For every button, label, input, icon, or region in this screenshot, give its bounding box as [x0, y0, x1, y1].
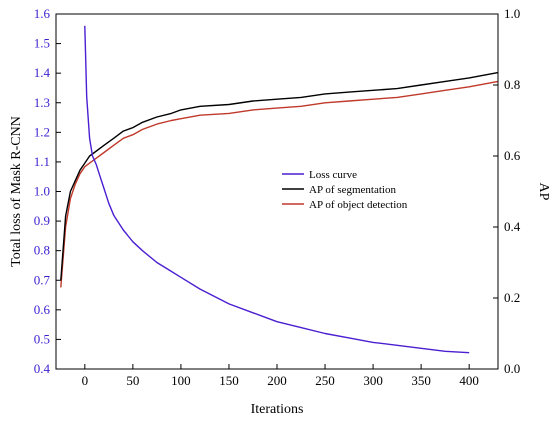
axes-layer: 0 50 100 150 200 250 300 350 400 0.4 0.5 0.6 0.7 0.8 0… — [34, 6, 521, 388]
y-left-axis-title: Total loss of Mask R-CNN — [9, 116, 24, 267]
x-tick-label: 200 — [267, 373, 287, 388]
legend-label-ap-detection: AP of object detection — [309, 199, 408, 211]
legend: Loss curve AP of segmentation AP of obje… — [278, 164, 474, 214]
y-left-tick-label: 0.8 — [34, 243, 50, 258]
x-tick-label: 250 — [315, 373, 335, 388]
y-right-tick-label: 0.0 — [504, 361, 520, 376]
series-layer — [60, 25, 499, 354]
legend-label-loss: Loss curve — [309, 169, 357, 181]
y-right-axis-title: AP — [536, 183, 550, 201]
y-left-tick-label: 1.5 — [34, 36, 50, 51]
x-tick-label: 300 — [363, 373, 383, 388]
legend-box — [278, 164, 474, 214]
x-tick-label: 350 — [411, 373, 431, 388]
y-left-tick-label: 1.4 — [34, 65, 51, 80]
y-right-tick-label: 0.8 — [504, 77, 520, 92]
series-line-ap-detection — [60, 80, 499, 288]
x-tick-label: 50 — [126, 373, 139, 388]
y-left-tick-label: 0.5 — [34, 331, 50, 346]
x-tick-label: 150 — [219, 373, 239, 388]
x-tick-label: 400 — [459, 373, 479, 388]
y-left-tick-label: 1.6 — [34, 6, 51, 21]
y-left-tick-label: 1.3 — [34, 95, 50, 110]
y-right-tick-label: 1.0 — [504, 6, 520, 21]
series-line-loss — [84, 25, 470, 354]
y-left-tick-label: 0.6 — [34, 302, 51, 317]
y-right-tick-label: 0.6 — [504, 148, 521, 163]
y-left-tick-label: 0.7 — [34, 272, 51, 287]
y-right-tick-label: 0.4 — [504, 219, 521, 234]
y-left-tick-label: 0.4 — [34, 361, 51, 376]
y-right-tick-label: 0.2 — [504, 290, 520, 305]
series-line-ap-segmentation — [60, 71, 499, 281]
y-left-tick-label: 1.0 — [34, 184, 50, 199]
x-tick-label: 0 — [82, 373, 89, 388]
y-left-tick-label: 0.9 — [34, 213, 50, 228]
y-left-tick-label: 1.1 — [34, 154, 50, 169]
x-axis-title: Iterations — [251, 402, 304, 417]
legend-label-ap-segmentation: AP of segmentation — [309, 184, 396, 196]
y-left-tick-label: 1.2 — [34, 124, 50, 139]
x-tick-label: 100 — [171, 373, 191, 388]
